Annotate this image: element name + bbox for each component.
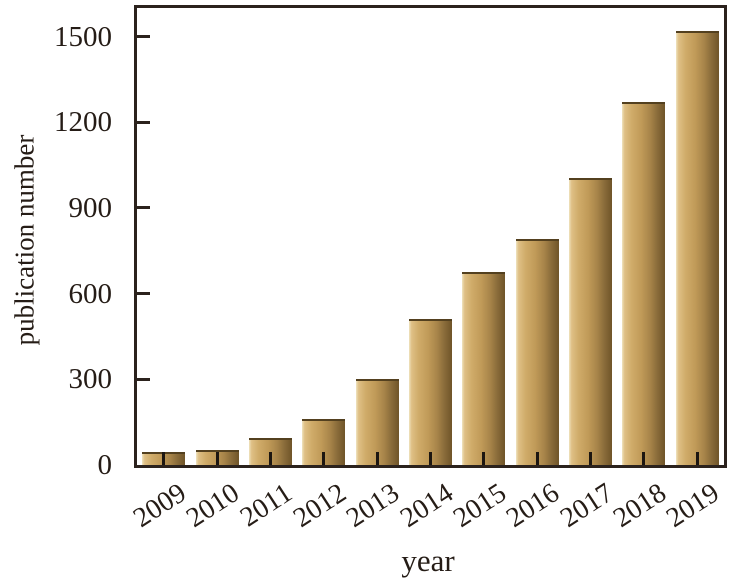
x-tick <box>322 452 325 465</box>
bar-2016 <box>516 239 559 465</box>
y-tick-label: 600 <box>68 278 113 310</box>
bar-2013 <box>356 379 399 465</box>
x-axis-title: year <box>401 543 455 578</box>
x-tick-label: 2016 <box>501 477 566 534</box>
y-axis-title: publication number <box>9 134 40 346</box>
x-tick <box>269 452 272 465</box>
x-tick <box>696 452 699 465</box>
x-tick <box>642 452 645 465</box>
x-tick-label: 2013 <box>341 477 405 534</box>
x-tick <box>482 452 485 465</box>
x-tick <box>429 452 432 465</box>
y-tick-label: 900 <box>68 192 113 224</box>
bar-2015 <box>462 272 505 465</box>
x-tick-label: 2019 <box>661 477 726 534</box>
y-tick <box>137 378 150 381</box>
y-tick <box>137 292 150 295</box>
y-tick <box>137 121 150 124</box>
bar-2014 <box>409 319 452 465</box>
bar-2019 <box>676 31 719 465</box>
x-tick-label: 2011 <box>235 477 299 534</box>
x-tick <box>162 452 165 465</box>
y-tick-label: 0 <box>97 449 113 481</box>
y-tick <box>137 206 150 209</box>
x-tick <box>216 452 219 465</box>
bar-2018 <box>622 102 665 465</box>
y-tick-label: 1200 <box>54 106 112 138</box>
y-tick-label: 1500 <box>54 21 112 53</box>
x-tick <box>376 452 379 465</box>
x-tick <box>589 452 592 465</box>
bar-2017 <box>569 178 612 465</box>
y-tick <box>137 35 150 38</box>
x-tick <box>536 452 539 465</box>
plot-area <box>134 5 727 468</box>
y-tick-label: 300 <box>68 363 113 395</box>
